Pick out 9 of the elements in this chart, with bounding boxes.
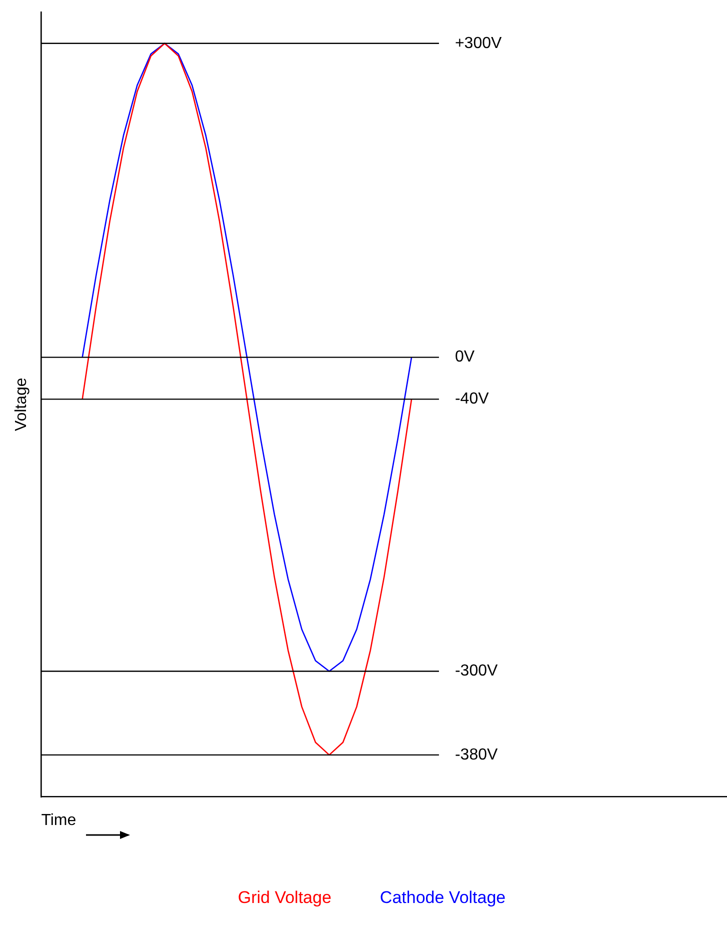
ref-line-label: +300V <box>454 34 502 52</box>
ref-line-label: -40V <box>454 390 490 408</box>
ref-line-label: -380V <box>454 746 498 764</box>
ref-line-label: 0V <box>454 348 475 366</box>
x-axis-title: Time <box>41 812 76 829</box>
y-axis-title: Voltage <box>13 378 30 432</box>
text: Grid Voltage <box>238 888 332 908</box>
text: Cathode Voltage <box>380 888 506 908</box>
ref-line-label: -300V <box>454 662 498 680</box>
